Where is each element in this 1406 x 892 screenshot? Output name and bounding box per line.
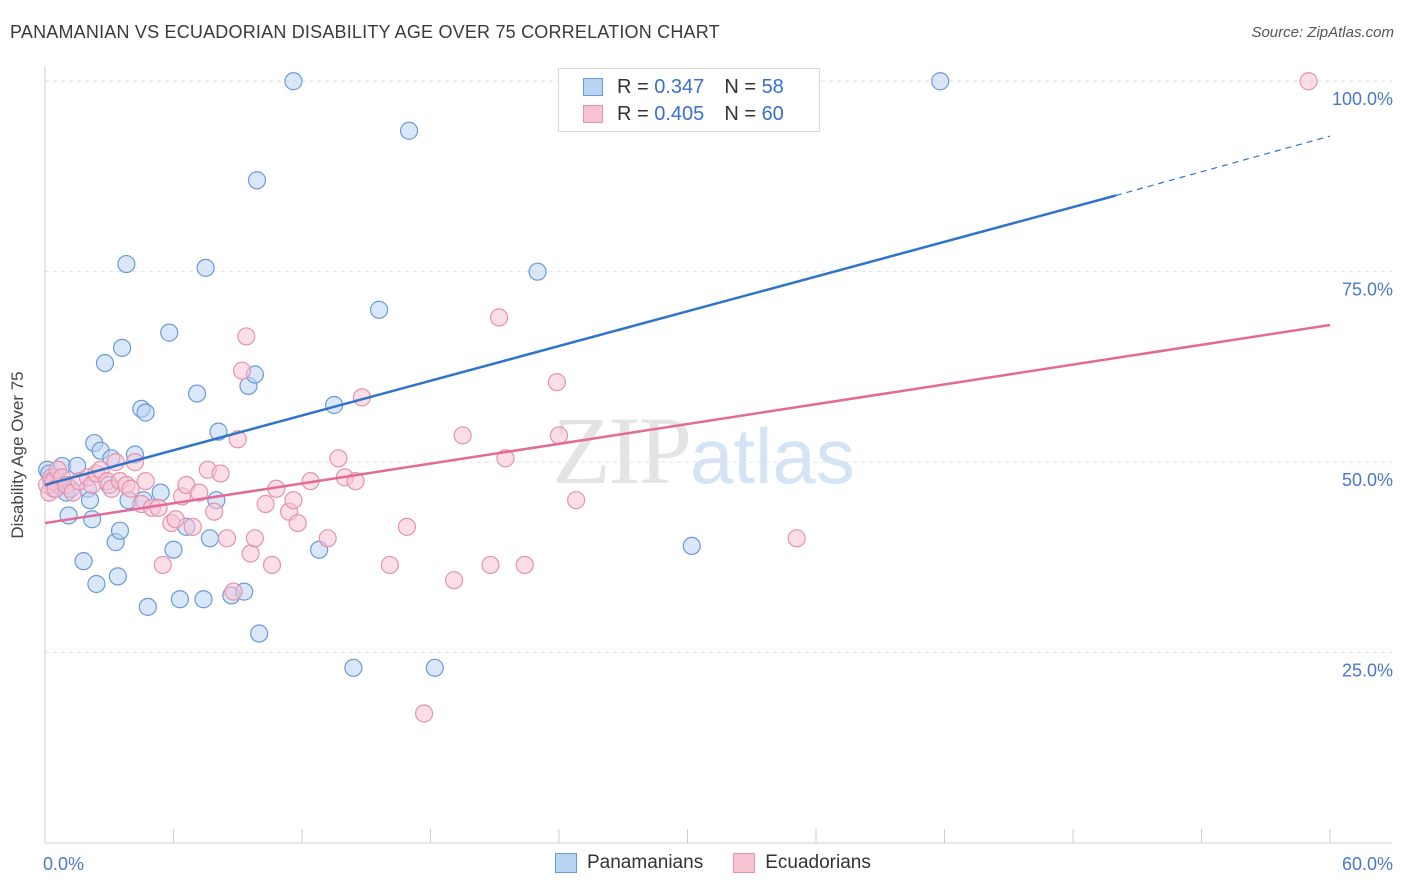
ecuadorian-point <box>224 582 243 601</box>
ecuadorian-point <box>149 498 168 517</box>
legend-r-label: R = <box>617 75 649 98</box>
y-tick-label: 100.0% <box>1332 89 1393 109</box>
bottom-legend: Panamanians Ecuadorians <box>555 852 901 874</box>
panamanian-point <box>138 597 157 616</box>
bottom-legend-label: Panamanians <box>587 852 704 873</box>
panamanian-point <box>250 624 269 643</box>
bottom-legend-swatch-pink <box>733 853 756 873</box>
ecuadorian-point <box>153 555 172 575</box>
ecuadorian-point <box>547 373 566 392</box>
x-tick-label: 0.0% <box>43 854 84 874</box>
ecuadorian-point <box>232 361 252 380</box>
panamanian-point <box>931 72 950 91</box>
panamanian-point <box>160 323 179 342</box>
legend-r-value: 0.347 <box>654 75 705 98</box>
legend-r-label: R = <box>617 102 649 125</box>
legend-row-panamanians: R = 0.347 N = 58 <box>583 74 784 100</box>
panamanian-point <box>151 483 170 502</box>
legend-r-value: 0.405 <box>654 102 705 125</box>
chart-title: PANAMANIAN VS ECUADORIAN DISABILITY AGE … <box>10 22 720 42</box>
ecuadorian-trend-line <box>44 323 1331 525</box>
ecuadorian-point <box>288 513 307 533</box>
ecuadorian-point <box>329 449 348 468</box>
legend-n-label: N = <box>724 75 756 98</box>
ecuadorian-point <box>515 555 534 575</box>
ecuadorian-point <box>481 555 500 575</box>
panamanian-point <box>344 658 363 677</box>
panamanian-point <box>370 300 389 319</box>
panamanian-point <box>425 658 444 677</box>
panamanian-point <box>200 529 220 548</box>
ecuadorian-point <box>549 426 569 445</box>
ecuadorian-point <box>205 502 224 521</box>
watermark: ZIPatlas <box>552 395 855 506</box>
panamanian-point <box>83 510 102 529</box>
panamanian-point <box>194 590 213 609</box>
panamanian-point <box>117 254 136 274</box>
watermark-zip: ZIP <box>552 397 692 504</box>
ecuadorian-point <box>496 449 515 468</box>
panamanian-trend-extension <box>1115 135 1331 197</box>
y-tick-label: 50.0% <box>1342 470 1393 490</box>
bottom-legend-label: Ecuadorians <box>765 852 871 873</box>
ecuadorian-point <box>284 491 303 510</box>
panamanian-point <box>284 72 303 91</box>
panamanian-point <box>136 403 155 422</box>
ecuadorian-point <box>380 555 399 575</box>
legend-n-value: 60 <box>761 102 784 125</box>
panamanian-point <box>108 567 127 586</box>
ecuadorian-point <box>453 426 472 445</box>
panamanian-point <box>196 258 215 277</box>
panamanian-point <box>164 540 183 559</box>
panamanian-point <box>170 590 190 609</box>
ecuadorian-point <box>121 479 140 498</box>
bottom-legend-ecuadorians: Ecuadorians <box>733 852 871 874</box>
panamanian-point <box>682 536 701 556</box>
source-label: Source: ZipAtlas.com <box>1251 24 1394 41</box>
bottom-legend-swatch-blue <box>555 853 577 873</box>
ecuadorian-point <box>166 510 185 529</box>
panamanian-point <box>95 353 115 373</box>
ecuadorian-point <box>567 491 586 510</box>
panamanian-point <box>80 491 100 510</box>
panamanian-point <box>87 574 106 594</box>
panamanian-trend-line <box>44 194 1117 487</box>
watermark-atlas: atlas <box>690 412 855 500</box>
ecuadorian-point <box>489 308 509 327</box>
ecuadorian-point <box>241 544 260 563</box>
panamanian-point <box>399 121 419 140</box>
panamanian-point <box>74 552 93 571</box>
legend-n-label: N = <box>724 102 756 125</box>
panamanian-point <box>110 521 130 540</box>
ecuadorian-point <box>397 517 417 536</box>
y-tick-label: 75.0% <box>1342 280 1393 300</box>
legend-swatch-blue <box>583 78 603 96</box>
ecuadorian-point <box>318 529 337 548</box>
bottom-legend-panamanians: Panamanians <box>555 852 703 874</box>
ecuadorian-point <box>237 327 256 346</box>
panamanian-point <box>112 338 132 357</box>
ecuadorian-point <box>444 571 464 590</box>
ecuadorian-point <box>183 517 202 536</box>
panamanian-point <box>528 262 547 281</box>
ecuadorian-point <box>414 704 434 723</box>
panamanian-point <box>247 171 267 190</box>
legend-n-value: 58 <box>761 75 784 98</box>
panamanian-point <box>187 384 207 403</box>
ecuadorian-point <box>217 529 237 548</box>
ecuadorian-point <box>256 494 275 514</box>
ecuadorian-point <box>190 483 209 502</box>
legend-box: R = 0.347 N = 58 R = 0.405 N = 60 <box>558 68 820 132</box>
y-tick-label: 25.0% <box>1342 661 1393 681</box>
legend-row-ecuadorians: R = 0.405 N = 60 <box>583 101 784 127</box>
x-tick-label: 60.0% <box>1342 854 1393 874</box>
ecuadorian-point <box>136 472 155 491</box>
ecuadorian-point <box>1299 72 1318 91</box>
ecuadorian-point <box>262 555 282 575</box>
legend-swatch-pink <box>583 105 603 123</box>
ecuadorian-point <box>245 529 264 548</box>
ecuadorian-point <box>211 464 230 483</box>
ecuadorian-point <box>787 529 806 548</box>
